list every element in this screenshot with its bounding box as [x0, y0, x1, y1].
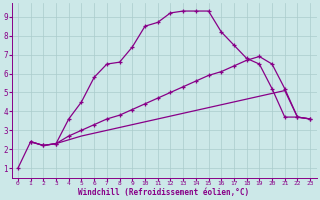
- X-axis label: Windchill (Refroidissement éolien,°C): Windchill (Refroidissement éolien,°C): [78, 188, 250, 197]
